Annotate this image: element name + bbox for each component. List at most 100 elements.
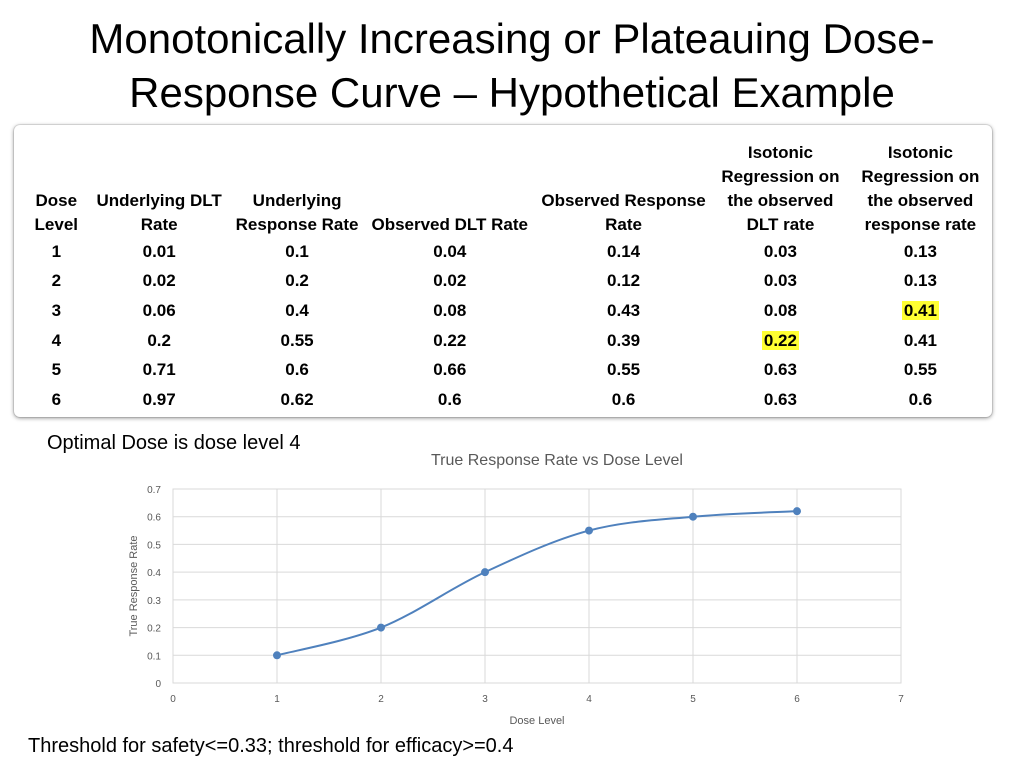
table-cell-value: 5 bbox=[51, 360, 62, 380]
table-cell: 1 bbox=[24, 237, 89, 267]
table-cell: 0.03 bbox=[712, 237, 849, 267]
column-header-line: Observed DLT Rate bbox=[371, 215, 528, 234]
table-cell: 0.08 bbox=[364, 296, 535, 326]
table-cell-value: 0.39 bbox=[607, 330, 641, 350]
table-cell-value: 0.55 bbox=[607, 360, 641, 380]
table-cell-value: 0.04 bbox=[433, 241, 467, 261]
table-cell: 0.62 bbox=[230, 385, 365, 415]
column-header-line: Dose bbox=[35, 191, 78, 210]
column-header-line: the observed bbox=[727, 191, 834, 210]
table-cell-value: 0.01 bbox=[142, 241, 176, 261]
column-header: Isotonic Regression on the observed DLT rat… bbox=[712, 139, 849, 237]
table-cell-value: 0.2 bbox=[285, 271, 309, 291]
column-header: Underlying DLT Rate bbox=[89, 139, 230, 237]
table-cell-value: 0.43 bbox=[607, 300, 641, 320]
table-row: 3 0.06 0.4 0.08 0.43 0.08 0.41 bbox=[24, 296, 992, 326]
table-cell-value: 0.03 bbox=[763, 241, 797, 261]
table-cell-value: 0.66 bbox=[433, 360, 467, 380]
slide-title-line-1: Monotonically Increasing or Plateauing D… bbox=[89, 15, 935, 62]
y-tick-label: 0.5 bbox=[147, 540, 161, 551]
table-cell-value: 0.1 bbox=[285, 241, 309, 261]
x-tick-label: 4 bbox=[586, 694, 592, 705]
column-header-line: Level bbox=[34, 215, 79, 234]
table-cell: 0.03 bbox=[712, 267, 849, 297]
column-header: Dose Level bbox=[24, 139, 89, 237]
table-cell-value: 0.13 bbox=[903, 241, 937, 261]
table-panel: Dose Level Underlying DLT Rate Underlying Res… bbox=[14, 125, 992, 417]
x-axis-label: Dose Level bbox=[509, 715, 564, 727]
table-cell-value: 0.22 bbox=[433, 330, 467, 350]
table-cell-value: 0.71 bbox=[142, 360, 176, 380]
data-point bbox=[793, 507, 801, 516]
table-cell-value: 0.6 bbox=[437, 389, 462, 409]
table-cell-value: 0.55 bbox=[280, 330, 314, 350]
column-header: Observed Response Rate bbox=[535, 139, 712, 237]
y-axis-label: True Response Rate bbox=[128, 535, 140, 636]
table-cell: 0.22 bbox=[364, 326, 535, 356]
data-point bbox=[481, 568, 489, 577]
table-cell: 0.06 bbox=[89, 296, 230, 326]
table-cell: 0.71 bbox=[89, 355, 230, 385]
table-row: 1 0.01 0.1 0.04 0.14 0.03 0.13 bbox=[24, 237, 992, 267]
table-cell-value: 0.6 bbox=[285, 360, 309, 380]
table-cell: 0.55 bbox=[849, 355, 992, 385]
table-cell: 0.6 bbox=[849, 385, 992, 415]
table-cell: 0.55 bbox=[230, 326, 365, 356]
x-tick-label: 1 bbox=[274, 694, 280, 705]
x-tick-label: 0 bbox=[170, 694, 176, 705]
table-cell: 0.02 bbox=[364, 267, 535, 297]
column-header-line: Regression on bbox=[861, 167, 980, 186]
table-cell: 0.6 bbox=[364, 385, 535, 415]
data-point bbox=[377, 623, 385, 632]
table-cell-value: 0.14 bbox=[607, 241, 641, 261]
table-cell-value: 0.97 bbox=[142, 389, 176, 409]
table-cell: 5 bbox=[24, 355, 89, 385]
column-header-line: Observed Response bbox=[541, 191, 706, 210]
y-tick-label: 0 bbox=[155, 679, 161, 690]
table-cell-value: 0.6 bbox=[611, 389, 636, 409]
y-tick-label: 0.4 bbox=[147, 568, 161, 579]
table-header-row: Dose Level Underlying DLT Rate Underlying Res… bbox=[24, 139, 992, 237]
column-header: Isotonic Regression on the observed respons… bbox=[849, 139, 992, 237]
column-header-line: Regression on bbox=[721, 167, 840, 186]
table-cell: 4 bbox=[24, 326, 89, 356]
table-cell: 0.41 bbox=[849, 296, 992, 326]
table-cell: 0.55 bbox=[535, 355, 712, 385]
table-cell-value: 0.63 bbox=[763, 360, 797, 380]
table-row: 2 0.02 0.2 0.02 0.12 0.03 0.13 bbox=[24, 267, 992, 297]
column-header-line: Isotonic bbox=[887, 143, 953, 162]
table-cell: 0.63 bbox=[712, 355, 849, 385]
column-header-line: Underlying bbox=[252, 191, 342, 210]
table-cell-value: 0.41 bbox=[903, 330, 937, 350]
table-cell: 2 bbox=[24, 267, 89, 297]
response-rate-chart: True Response Rate vs Dose Level 0 0.1 0.2 0… bbox=[128, 452, 904, 727]
chart-title: True Response Rate vs Dose Level bbox=[431, 452, 683, 469]
table-cell: 0.63 bbox=[712, 385, 849, 415]
column-header-line: Response Rate bbox=[235, 215, 359, 234]
slide-title: Monotonically Increasing or Plateauing D… bbox=[0, 12, 1024, 120]
table-row: 6 0.97 0.62 0.6 0.6 0.63 0.6 bbox=[24, 385, 992, 415]
column-header-line: Isotonic bbox=[747, 143, 814, 162]
table-cell: 6 bbox=[24, 385, 89, 415]
y-tick-label: 0.2 bbox=[147, 624, 161, 635]
table-cell-value: 0.63 bbox=[763, 389, 797, 409]
table-cell-value: 0.2 bbox=[147, 330, 171, 350]
table-cell: 0.14 bbox=[535, 237, 712, 267]
y-tick-label: 0.3 bbox=[147, 596, 161, 607]
column-header-line: DLT rate bbox=[746, 215, 815, 234]
table-cell: 0.39 bbox=[535, 326, 712, 356]
column-header-line: Rate bbox=[605, 215, 642, 234]
dose-response-table: Dose Level Underlying DLT Rate Underlying Res… bbox=[24, 139, 992, 415]
table-cell-value: 1 bbox=[51, 241, 62, 261]
data-point bbox=[585, 526, 593, 535]
table-row: 5 0.71 0.6 0.66 0.55 0.63 0.55 bbox=[24, 355, 992, 385]
table-cell-value: 0.55 bbox=[903, 360, 937, 380]
column-header-line: the observed bbox=[867, 191, 974, 210]
column-header-line: Underlying DLT bbox=[96, 191, 222, 210]
y-tick-label: 0.1 bbox=[147, 651, 161, 662]
x-tick-label: 6 bbox=[794, 694, 800, 705]
table-cell: 0.66 bbox=[364, 355, 535, 385]
table-cell-value: 3 bbox=[51, 300, 62, 320]
table-cell-value: 0.22 bbox=[761, 330, 799, 350]
table-cell-value: 0.41 bbox=[901, 300, 939, 320]
